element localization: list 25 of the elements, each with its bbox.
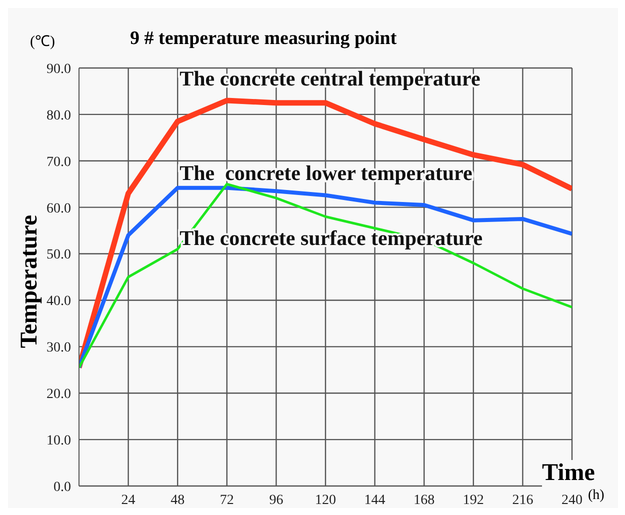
x-tick-label: 48: [170, 492, 185, 508]
text: (℃): [30, 33, 55, 51]
x-tick-label: 240: [562, 492, 582, 508]
y-tick-label: 60.0: [46, 201, 71, 216]
chart-title: 9 # temperature measuring point: [130, 28, 397, 50]
y-tick-label: 10.0: [46, 434, 71, 449]
x-axis-title: Time: [542, 460, 595, 487]
y-tick-label: 0.0: [54, 480, 71, 495]
x-tick-label: 120: [315, 492, 336, 508]
x-tick-label: 72: [220, 492, 234, 508]
x-tick-label: 96: [269, 492, 284, 508]
y-tick-label: 70.0: [46, 154, 71, 170]
y-tick-label: 80.0: [46, 108, 71, 124]
text: (h): [588, 488, 604, 504]
y-tick-label: 40.0: [46, 294, 71, 310]
x-tick-label: 168: [414, 492, 435, 508]
y-axis-title: Temperature: [16, 214, 44, 350]
y-tick-label: 30.0: [46, 340, 71, 356]
y-tick-label: 20.0: [46, 387, 71, 402]
x-tick-label: 192: [462, 492, 484, 508]
x-tick-label: 24: [121, 492, 136, 508]
y-tick-label: 90.0: [46, 62, 71, 77]
x-tick-label: 216: [512, 492, 534, 508]
y-tick-label: 50.0: [46, 248, 71, 263]
x-tick-label: 144: [364, 492, 386, 508]
